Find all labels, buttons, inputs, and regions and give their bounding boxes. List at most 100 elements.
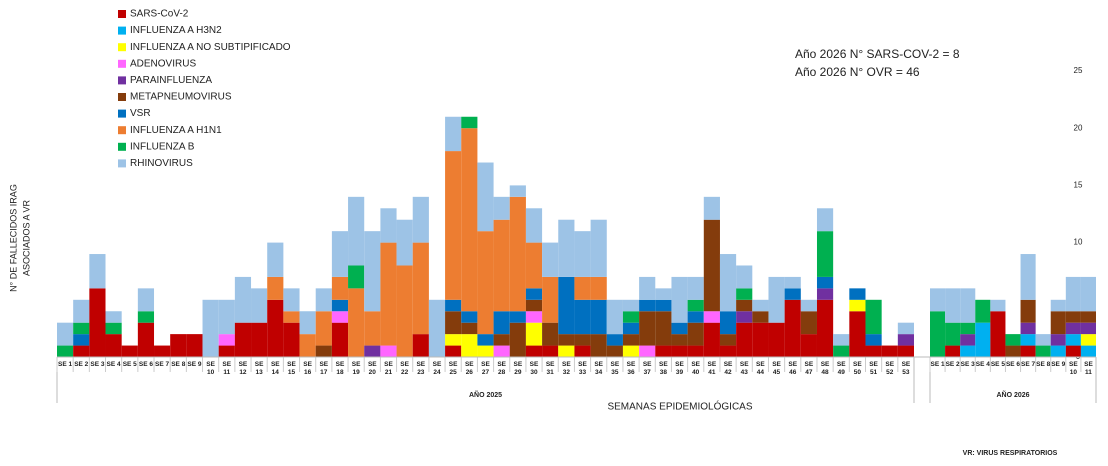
group-label: AÑO 2025: [469, 390, 502, 399]
bar-segment: [137, 311, 155, 323]
bar-segment: [1020, 334, 1036, 346]
x-tick-label: SE 7: [155, 361, 170, 368]
bar-segment: [703, 311, 720, 323]
x-tick-label: SE 10: [206, 361, 215, 376]
bar-segment: [849, 299, 866, 312]
legend-swatch: [118, 126, 126, 135]
x-tick-label: SE 8: [171, 361, 186, 368]
x-tick-label: SE 51: [869, 361, 878, 376]
bar-segment: [331, 276, 349, 300]
bar-segment: [445, 151, 462, 300]
x-tick-label: SE 43: [739, 361, 749, 376]
annotation: Año 2026 N° SARS-COV-2 = 8: [795, 47, 960, 61]
bar-segment: [816, 208, 834, 232]
x-tick-label: SE 53: [901, 361, 911, 376]
legend-label: PARAINFLUENZA: [130, 75, 212, 86]
bar-segment: [493, 345, 510, 357]
bar-segment: [960, 288, 976, 323]
x-tick-label: SE 32: [561, 361, 571, 376]
bar-segment: [639, 345, 656, 357]
bar-segment: [1035, 334, 1051, 346]
bar-segment: [703, 219, 720, 312]
bar-segment: [655, 299, 672, 312]
bar-segment: [687, 276, 704, 300]
bar-segment: [671, 322, 688, 335]
x-tick-label: SE 49: [836, 361, 846, 376]
bar-segment: [331, 231, 349, 277]
bar-segment: [283, 288, 300, 312]
x-tick-label: SE 11: [222, 361, 232, 376]
x-tick-label: SE 3: [90, 361, 105, 368]
bar-segment: [800, 299, 817, 312]
bar-segment: [606, 334, 623, 346]
bar-segment: [542, 322, 559, 346]
bar-segment: [1005, 345, 1021, 357]
bar-segment: [687, 311, 704, 323]
bar-segment: [202, 299, 219, 357]
bar-segment: [461, 116, 478, 129]
bar-segment: [1080, 276, 1096, 312]
bar-segment: [445, 311, 462, 335]
bar-segment: [218, 334, 235, 346]
x-tick-label: SE 12: [238, 361, 248, 376]
bar-segment: [299, 334, 316, 357]
bar-segment: [930, 288, 946, 312]
x-tick-label: SE 25: [448, 361, 458, 376]
x-tick-label: SE 11: [1084, 361, 1093, 376]
x-tick-label: SE 6: [138, 361, 153, 368]
bar-segment: [816, 231, 834, 277]
x-tick-label: SE 41: [707, 361, 717, 376]
bar-segment: [121, 345, 138, 357]
bar-segment: [461, 322, 478, 335]
bar-segment: [348, 196, 365, 266]
bar-segment: [622, 334, 640, 346]
bar-segment: [364, 311, 381, 346]
bar-segment: [137, 322, 155, 357]
x-tick-label: SE 5: [990, 361, 1005, 368]
bar-segment: [622, 299, 640, 312]
bar-segment: [331, 299, 349, 312]
x-tick-label: SE 23: [416, 361, 426, 376]
bar-segment: [477, 162, 494, 232]
bar-segment: [1050, 345, 1066, 357]
bar-segment: [590, 276, 607, 300]
bar-segment: [364, 345, 381, 357]
bar-segment: [590, 334, 607, 357]
footnote: VR: VIRUS RESPIRATORIOS: [963, 450, 1058, 457]
bar-segment: [1005, 334, 1021, 346]
bar-segment: [509, 311, 526, 323]
bar-segment: [477, 231, 494, 335]
legend-swatch: [118, 142, 126, 151]
bar-segment: [960, 345, 976, 357]
bar-segment: [816, 276, 834, 289]
x-tick-label: SE 35: [610, 361, 620, 376]
x-tick-label: SE 39: [675, 361, 684, 376]
bar-segment: [833, 334, 850, 346]
bar-segment: [736, 322, 753, 357]
bar-segment: [671, 345, 688, 357]
legend-swatch: [118, 109, 126, 118]
bar-segment: [445, 299, 462, 312]
bar-segment: [283, 322, 300, 357]
x-tick-label: SE 45: [772, 361, 781, 376]
bar-segment: [1020, 322, 1036, 335]
bar-segment: [234, 322, 252, 357]
bar-segment: [865, 345, 882, 357]
bar-segment: [975, 299, 991, 323]
legend-swatch: [118, 159, 126, 168]
x-tick-label: SE 8: [1036, 361, 1051, 368]
bar-segment: [655, 311, 672, 346]
x-tick-label: SE 28: [497, 361, 506, 376]
bar-segment: [1050, 299, 1066, 312]
x-tick-label: SE 13: [254, 361, 264, 376]
x-tick-label: SE 29: [513, 361, 523, 376]
bar-segment: [606, 345, 623, 357]
bar-segment: [574, 276, 591, 300]
bar-segment: [558, 345, 575, 357]
bar-segment: [719, 311, 737, 335]
x-tick-label: SE 14: [270, 361, 280, 376]
x-tick-label: SE 50: [853, 361, 862, 376]
bar-segment: [703, 196, 720, 220]
bar-segment: [816, 288, 834, 300]
